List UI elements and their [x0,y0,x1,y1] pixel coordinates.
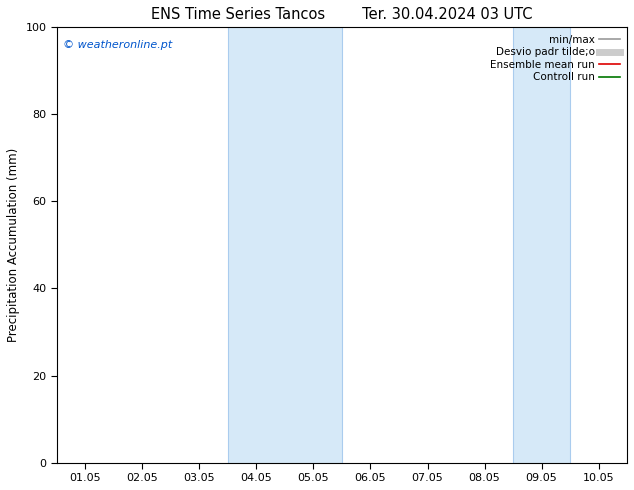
Legend: min/max, Desvio padr tilde;o, Ensemble mean run, Controll run: min/max, Desvio padr tilde;o, Ensemble m… [486,30,624,87]
Bar [513,27,570,463]
Bar [228,27,342,463]
Y-axis label: Precipitation Accumulation (mm): Precipitation Accumulation (mm) [7,148,20,342]
Text: © weatheronline.pt: © weatheronline.pt [63,40,172,50]
Title: ENS Time Series Tancos        Ter. 30.04.2024 03 UTC: ENS Time Series Tancos Ter. 30.04.2024 0… [152,7,533,22]
